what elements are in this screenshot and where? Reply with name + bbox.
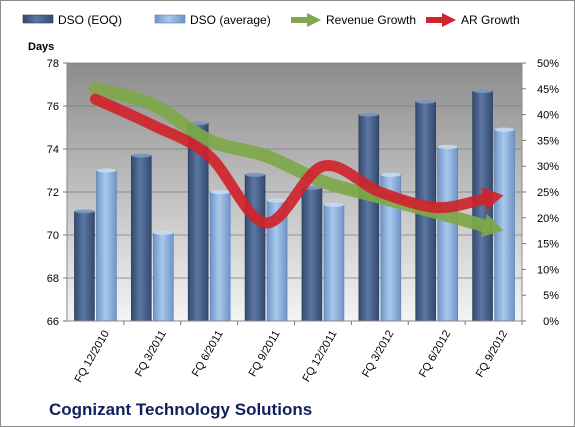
bar-cap (494, 127, 515, 132)
x-tick-label: FQ 3/2012 (360, 329, 396, 380)
y2-tick-label: 0% (543, 316, 559, 328)
y-tick-label: 72 (47, 187, 59, 199)
legend-label-revenue-growth: Revenue Growth (326, 13, 416, 27)
bar-dso-average (209, 191, 231, 322)
trend-arrows (88, 82, 504, 238)
bar-dso-average (323, 204, 345, 322)
revenue-growth-arrowhead (480, 213, 504, 238)
legend-label-dso-eoq: DSO (EOQ) (58, 13, 122, 27)
ar-growth-arrowhead (481, 187, 504, 211)
x-tick-label: FQ 6/2012 (417, 329, 453, 380)
x-tick-label: FQ 9/2011 (247, 329, 283, 379)
bar-dso-average (153, 232, 174, 322)
legend: DSO (EOQ) DSO (average) Revenue Growth AR G… (22, 13, 520, 27)
y2-tick-label: 40% (537, 110, 559, 122)
legend-arrowhead-ar-growth (442, 13, 456, 27)
x-tick-label: FQ 6/2011 (190, 329, 226, 379)
x-tick-label: FQ 9/2012 (474, 329, 510, 380)
bar-dso-average (437, 146, 458, 322)
chart-title: Cognizant Technology Solutions (49, 400, 312, 419)
y-tick-label: 78 (47, 58, 59, 70)
legend-label-ar-growth: AR Growth (461, 13, 520, 27)
x-tick-label: FQ 12/2010 (73, 329, 112, 385)
bar-cap (358, 112, 379, 117)
bar-cap (74, 209, 95, 214)
y-tick-label: 66 (47, 316, 59, 328)
y-tick-label: 76 (47, 101, 59, 113)
x-tick-label: FQ 3/2011 (133, 329, 169, 379)
y-axis-title: Days (28, 41, 54, 53)
y2-tick-label: 15% (537, 239, 559, 251)
bar-dso-eoq (301, 187, 323, 322)
bar-cap (96, 168, 117, 173)
y2-tick-label: 20% (537, 213, 559, 225)
legend-label-dso-average: DSO (average) (190, 13, 271, 27)
bar-cap (472, 88, 493, 93)
bar-dso-average (96, 170, 117, 322)
x-tick-label: FQ 12/2011 (301, 329, 340, 385)
bar-cap (380, 172, 401, 177)
bar-cap (415, 99, 436, 104)
bar-cap (245, 172, 266, 177)
y2-tick-label: 25% (537, 187, 559, 199)
bar-cap (153, 230, 174, 235)
bar-dso-eoq (358, 114, 380, 322)
y2-tick-label: 45% (537, 84, 559, 96)
y2-tick-label: 35% (537, 135, 559, 147)
legend-swatch-dso-eoq (22, 14, 54, 24)
y-tick-label: 70 (47, 230, 59, 242)
y2-tick-label: 5% (543, 290, 559, 302)
bar-dso-eoq (244, 174, 266, 322)
bar-dso-eoq (131, 155, 152, 322)
y-tick-label: 74 (47, 144, 59, 156)
y2-tick-label: 10% (537, 264, 559, 276)
legend-arrowhead-revenue-growth (307, 13, 321, 27)
bar-cap (267, 198, 288, 203)
bar-cap (437, 144, 458, 149)
y2-tick-label: 30% (537, 161, 559, 173)
legend-swatch-dso-average (154, 14, 186, 24)
bar-cap (131, 153, 152, 158)
y-tick-label: 68 (47, 273, 59, 285)
ar-growth-line (89, 93, 490, 229)
bar-cap (210, 190, 231, 194)
bar-cap (323, 202, 344, 207)
y2-tick-label: 50% (537, 58, 559, 70)
bar-dso-eoq (74, 211, 95, 322)
